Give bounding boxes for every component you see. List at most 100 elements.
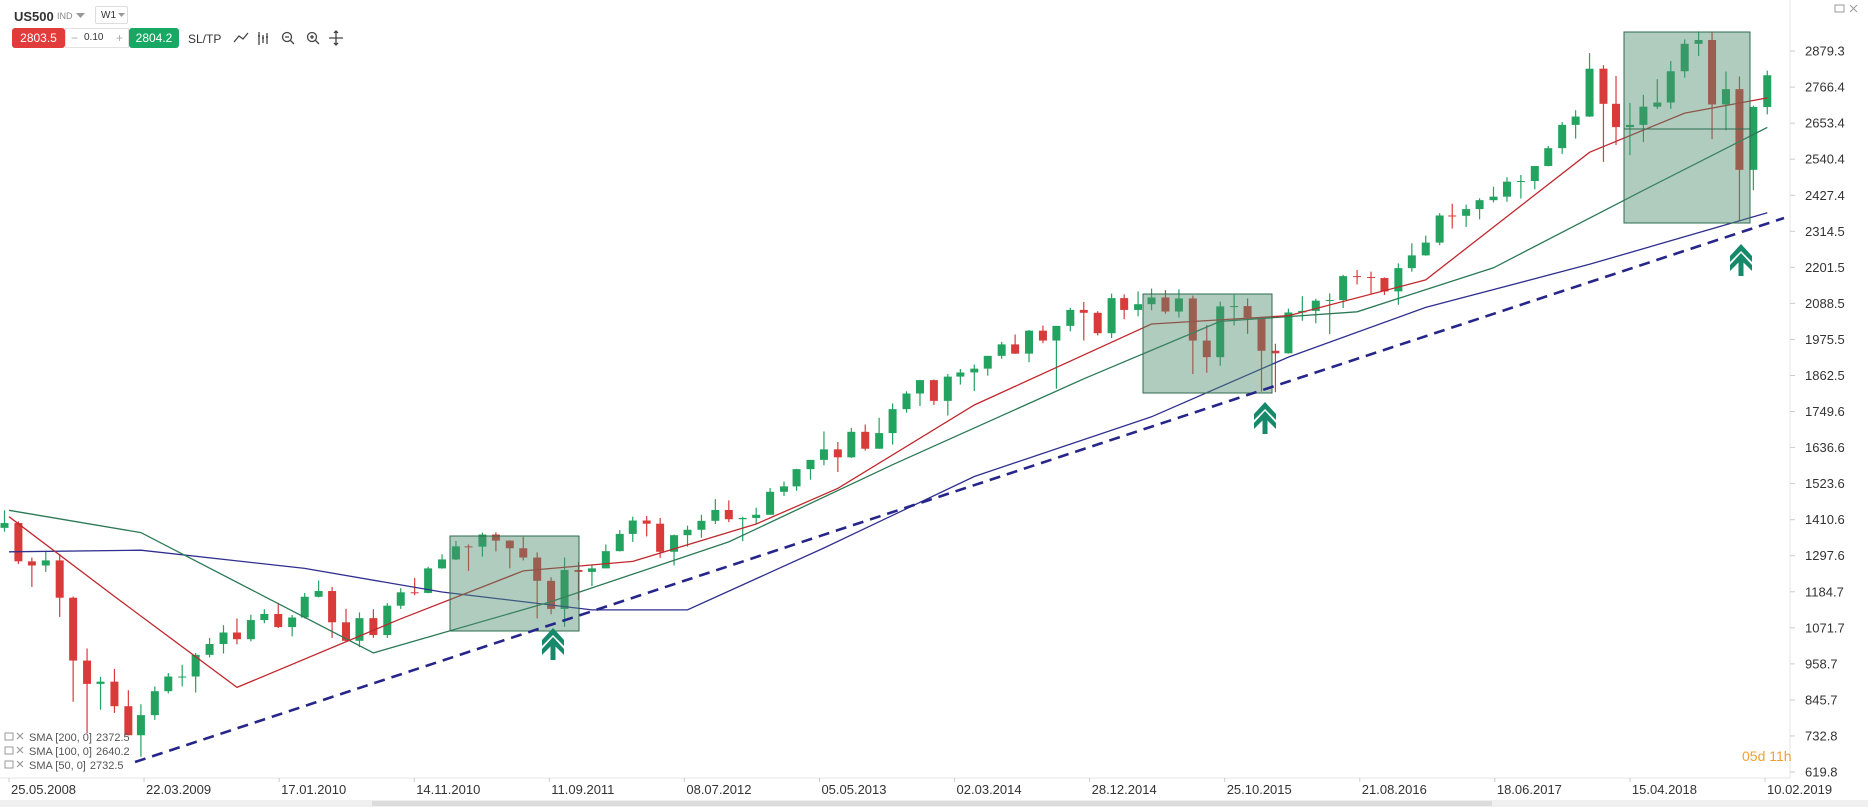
candle-body xyxy=(1558,124,1567,149)
candle-body xyxy=(752,514,761,518)
candle-body xyxy=(1407,255,1416,269)
candle-body xyxy=(205,643,214,655)
sltp-button[interactable]: SL/TP xyxy=(188,32,222,46)
candle-body xyxy=(574,569,583,572)
x-tick-label: 18.06.2017 xyxy=(1497,782,1562,797)
legend-icon xyxy=(4,746,14,755)
candle-body xyxy=(929,380,938,401)
highlight-box[interactable] xyxy=(449,535,580,632)
candle-body xyxy=(670,535,679,552)
y-tick-label: 958.7 xyxy=(1805,656,1838,671)
y-tick-label: 2088.5 xyxy=(1805,296,1845,311)
volume-box[interactable]: − 0.10 + xyxy=(65,28,129,48)
candle-body xyxy=(424,568,433,593)
y-tick-label: 1297.6 xyxy=(1805,548,1845,563)
candle-body xyxy=(560,569,569,609)
dropdown-caret[interactable] xyxy=(118,13,125,18)
line-chart-icon[interactable] xyxy=(233,32,249,43)
window-controls[interactable] xyxy=(1834,4,1858,13)
candle-body xyxy=(847,431,856,458)
arrow-up xyxy=(1254,402,1276,434)
buy-button[interactable]: 2804.2 xyxy=(129,28,179,48)
legend-entry: SMA [50, 0] 2732.5 xyxy=(29,760,124,772)
y-tick-label: 732.8 xyxy=(1805,728,1838,743)
candle-body xyxy=(1639,106,1648,125)
candle-body xyxy=(1038,330,1047,341)
y-tick-label: 1862.5 xyxy=(1805,368,1845,383)
candle-body xyxy=(1421,242,1430,256)
candle-body xyxy=(1325,300,1334,302)
candle-body xyxy=(110,681,119,707)
y-tick-label: 2653.4 xyxy=(1805,116,1845,131)
candle-body xyxy=(970,368,979,373)
zoom-in-icon[interactable] xyxy=(306,31,320,45)
legend-entry: SMA [200, 0] 2372.5 xyxy=(29,732,130,744)
candle-body xyxy=(956,372,965,377)
x-tick-label: 10.02.2019 xyxy=(1767,782,1832,797)
sell-button[interactable]: 2803.5 xyxy=(12,28,65,48)
candle-body xyxy=(519,548,528,558)
y-tick-label: 845.7 xyxy=(1805,692,1838,707)
candle-body xyxy=(27,561,36,566)
market: IND xyxy=(57,11,73,21)
legend-remove xyxy=(16,760,24,768)
candle-body xyxy=(1530,166,1539,182)
dropdown-caret[interactable] xyxy=(76,13,85,19)
candle-body xyxy=(438,559,447,569)
x-tick-label: 14.11.2010 xyxy=(416,782,480,797)
candle-body xyxy=(1011,344,1020,354)
candle-body xyxy=(615,533,624,552)
candle-body xyxy=(83,660,92,684)
candle-body xyxy=(587,568,596,572)
y-tick-label: 2314.5 xyxy=(1805,224,1845,239)
trend-line[interactable] xyxy=(134,216,1785,764)
candle-body xyxy=(1502,181,1511,197)
y-tick-label: 1749.6 xyxy=(1805,404,1845,419)
axes: 2879.3 2766.4 2653.4 2540.4 2427.4 2314.5 2201… xyxy=(8,44,1845,797)
candle-body xyxy=(1516,181,1525,183)
candle-body xyxy=(819,449,828,460)
candle-body xyxy=(628,520,637,534)
candle-body xyxy=(806,459,815,470)
x-tick-label: 11.09.2011 xyxy=(551,782,614,797)
candle-body xyxy=(314,591,323,597)
zoom-out-icon[interactable] xyxy=(281,31,295,45)
candle-body xyxy=(792,469,801,487)
candle-body xyxy=(1052,325,1061,341)
candle-body xyxy=(491,534,500,541)
legend-entry: SMA [100, 0] 2640.2 xyxy=(29,746,130,758)
x-tick-label: 15.04.2018 xyxy=(1632,782,1697,797)
candle-body xyxy=(915,380,924,394)
candle-body xyxy=(342,622,351,641)
candle-body xyxy=(1599,68,1608,104)
timeframe[interactable]: W1 xyxy=(95,6,128,24)
candle-body xyxy=(724,509,733,520)
candle-icon[interactable] xyxy=(258,32,268,45)
legend-icon xyxy=(4,760,14,769)
x-tick-label: 22.03.2009 xyxy=(146,782,211,797)
candle-body xyxy=(164,676,173,692)
candle-body xyxy=(1475,200,1484,210)
volume[interactable]: 0.10 xyxy=(84,32,104,43)
candle-body xyxy=(888,409,897,434)
candle-body xyxy=(464,546,473,548)
y-tick-label: 2766.4 xyxy=(1805,80,1845,95)
candle-body xyxy=(1708,39,1717,105)
candle-body xyxy=(1230,306,1239,308)
scrollbar-thumb[interactable] xyxy=(372,801,1492,806)
candle-body xyxy=(288,617,297,628)
symbol[interactable]: US500 xyxy=(14,9,54,24)
candle-body xyxy=(410,592,419,594)
legend-value: 2640.2 xyxy=(96,746,130,758)
highlight-box[interactable] xyxy=(1142,293,1273,394)
candle-body xyxy=(1174,298,1183,312)
y-tick-label: 1975.5 xyxy=(1805,332,1845,347)
arrow-up xyxy=(1730,244,1752,276)
candle-body xyxy=(1585,68,1594,117)
highlight-box[interactable] xyxy=(1623,31,1751,224)
crosshair-icon[interactable] xyxy=(329,30,343,46)
candle-body xyxy=(369,618,378,636)
candle-body xyxy=(1571,116,1580,125)
candle-body xyxy=(1721,89,1730,105)
